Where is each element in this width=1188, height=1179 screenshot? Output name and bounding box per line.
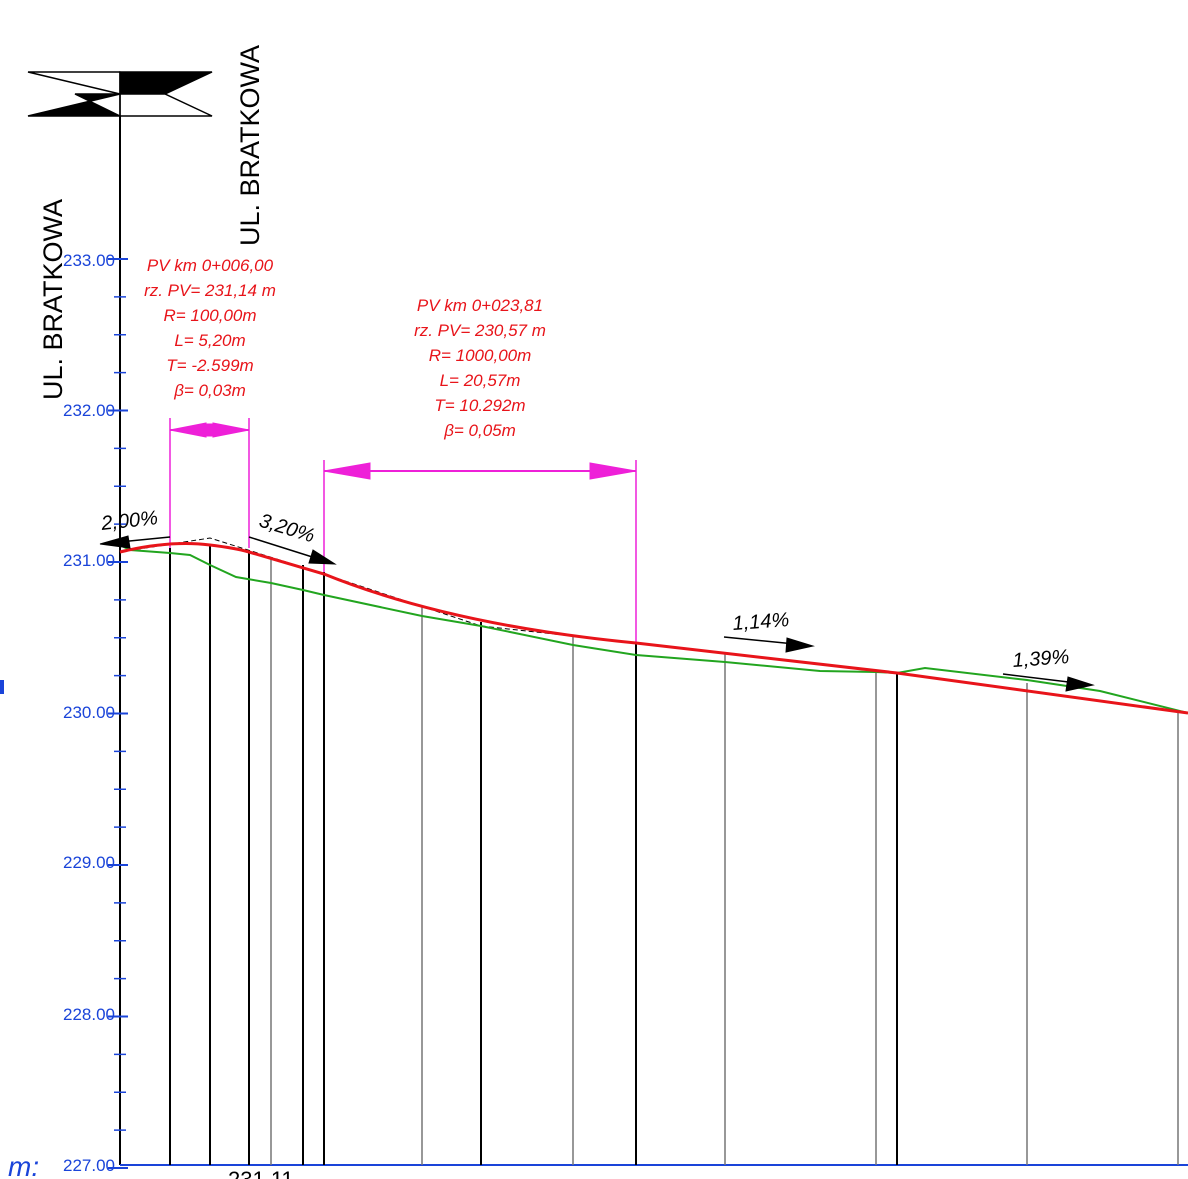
section-marker-flag-icon: [27, 71, 213, 117]
axis-minor-ticks: [108, 258, 128, 1169]
y-tick-label-229: 229.00: [63, 853, 115, 872]
curve-2-line-3: R= 1000,00m: [429, 346, 532, 365]
slope-arrows: [99, 535, 1095, 692]
curve-1-line-4: L= 5,20m: [174, 331, 245, 350]
station-lines: [169, 545, 1179, 1165]
curve-2-line-5: T= 10.292m: [434, 396, 525, 415]
slope-label-3: 1,14%: [732, 609, 790, 635]
tangent-dashed-line: [119, 537, 637, 644]
curve-2-line-1: PV km 0+023,81: [417, 296, 543, 315]
curve-2-line-2: rz. PV= 230,57 m: [414, 321, 546, 340]
slope-label-4: 1,39%: [1012, 646, 1070, 672]
street-label-right: UL. BRATKOWA: [235, 45, 265, 246]
bottom-elevation-fragment: 231,11: [228, 1167, 294, 1179]
street-label-left: UL. BRATKOWA: [38, 199, 68, 400]
terrain-line: [119, 544, 1188, 714]
design-profile-line: [119, 542, 1188, 715]
curve-1-line-5: T= -2.599m: [166, 356, 253, 375]
curve-1-line-3: R= 100,00m: [163, 306, 256, 325]
y-tick-label-232: 232.00: [63, 401, 115, 420]
y-axis-labels: 233.00 232.00 231.00 230.00 229.00 228.0…: [8, 251, 115, 1179]
slope-label-1: 2,00%: [99, 507, 159, 535]
y-tick-label-230: 230.00: [63, 703, 115, 722]
y-tick-label-233: 233.00: [63, 251, 115, 270]
y-tick-label-227: 227.00: [63, 1156, 115, 1175]
y-tick-label-231: 231.00: [63, 551, 115, 570]
curve-1-line-6: β= 0,03m: [173, 381, 246, 400]
curve-1-line-2: rz. PV= 231,14 m: [144, 281, 276, 300]
curve-2-parameters: PV km 0+023,81 rz. PV= 230,57 m R= 1000,…: [414, 296, 546, 440]
curve-extent-markers: [169, 418, 637, 643]
curve-2-line-6: β= 0,05m: [443, 421, 516, 440]
y-tick-label-228: 228.00: [63, 1005, 115, 1024]
curve-1-parameters: PV km 0+006,00 rz. PV= 231,14 m R= 100,0…: [144, 256, 276, 400]
curve-2-line-4: L= 20,57m: [440, 371, 521, 390]
edge-mark: [0, 680, 4, 694]
axis-unit-fragment: m:: [8, 1151, 39, 1179]
curve-1-line-1: PV km 0+006,00: [147, 256, 274, 275]
